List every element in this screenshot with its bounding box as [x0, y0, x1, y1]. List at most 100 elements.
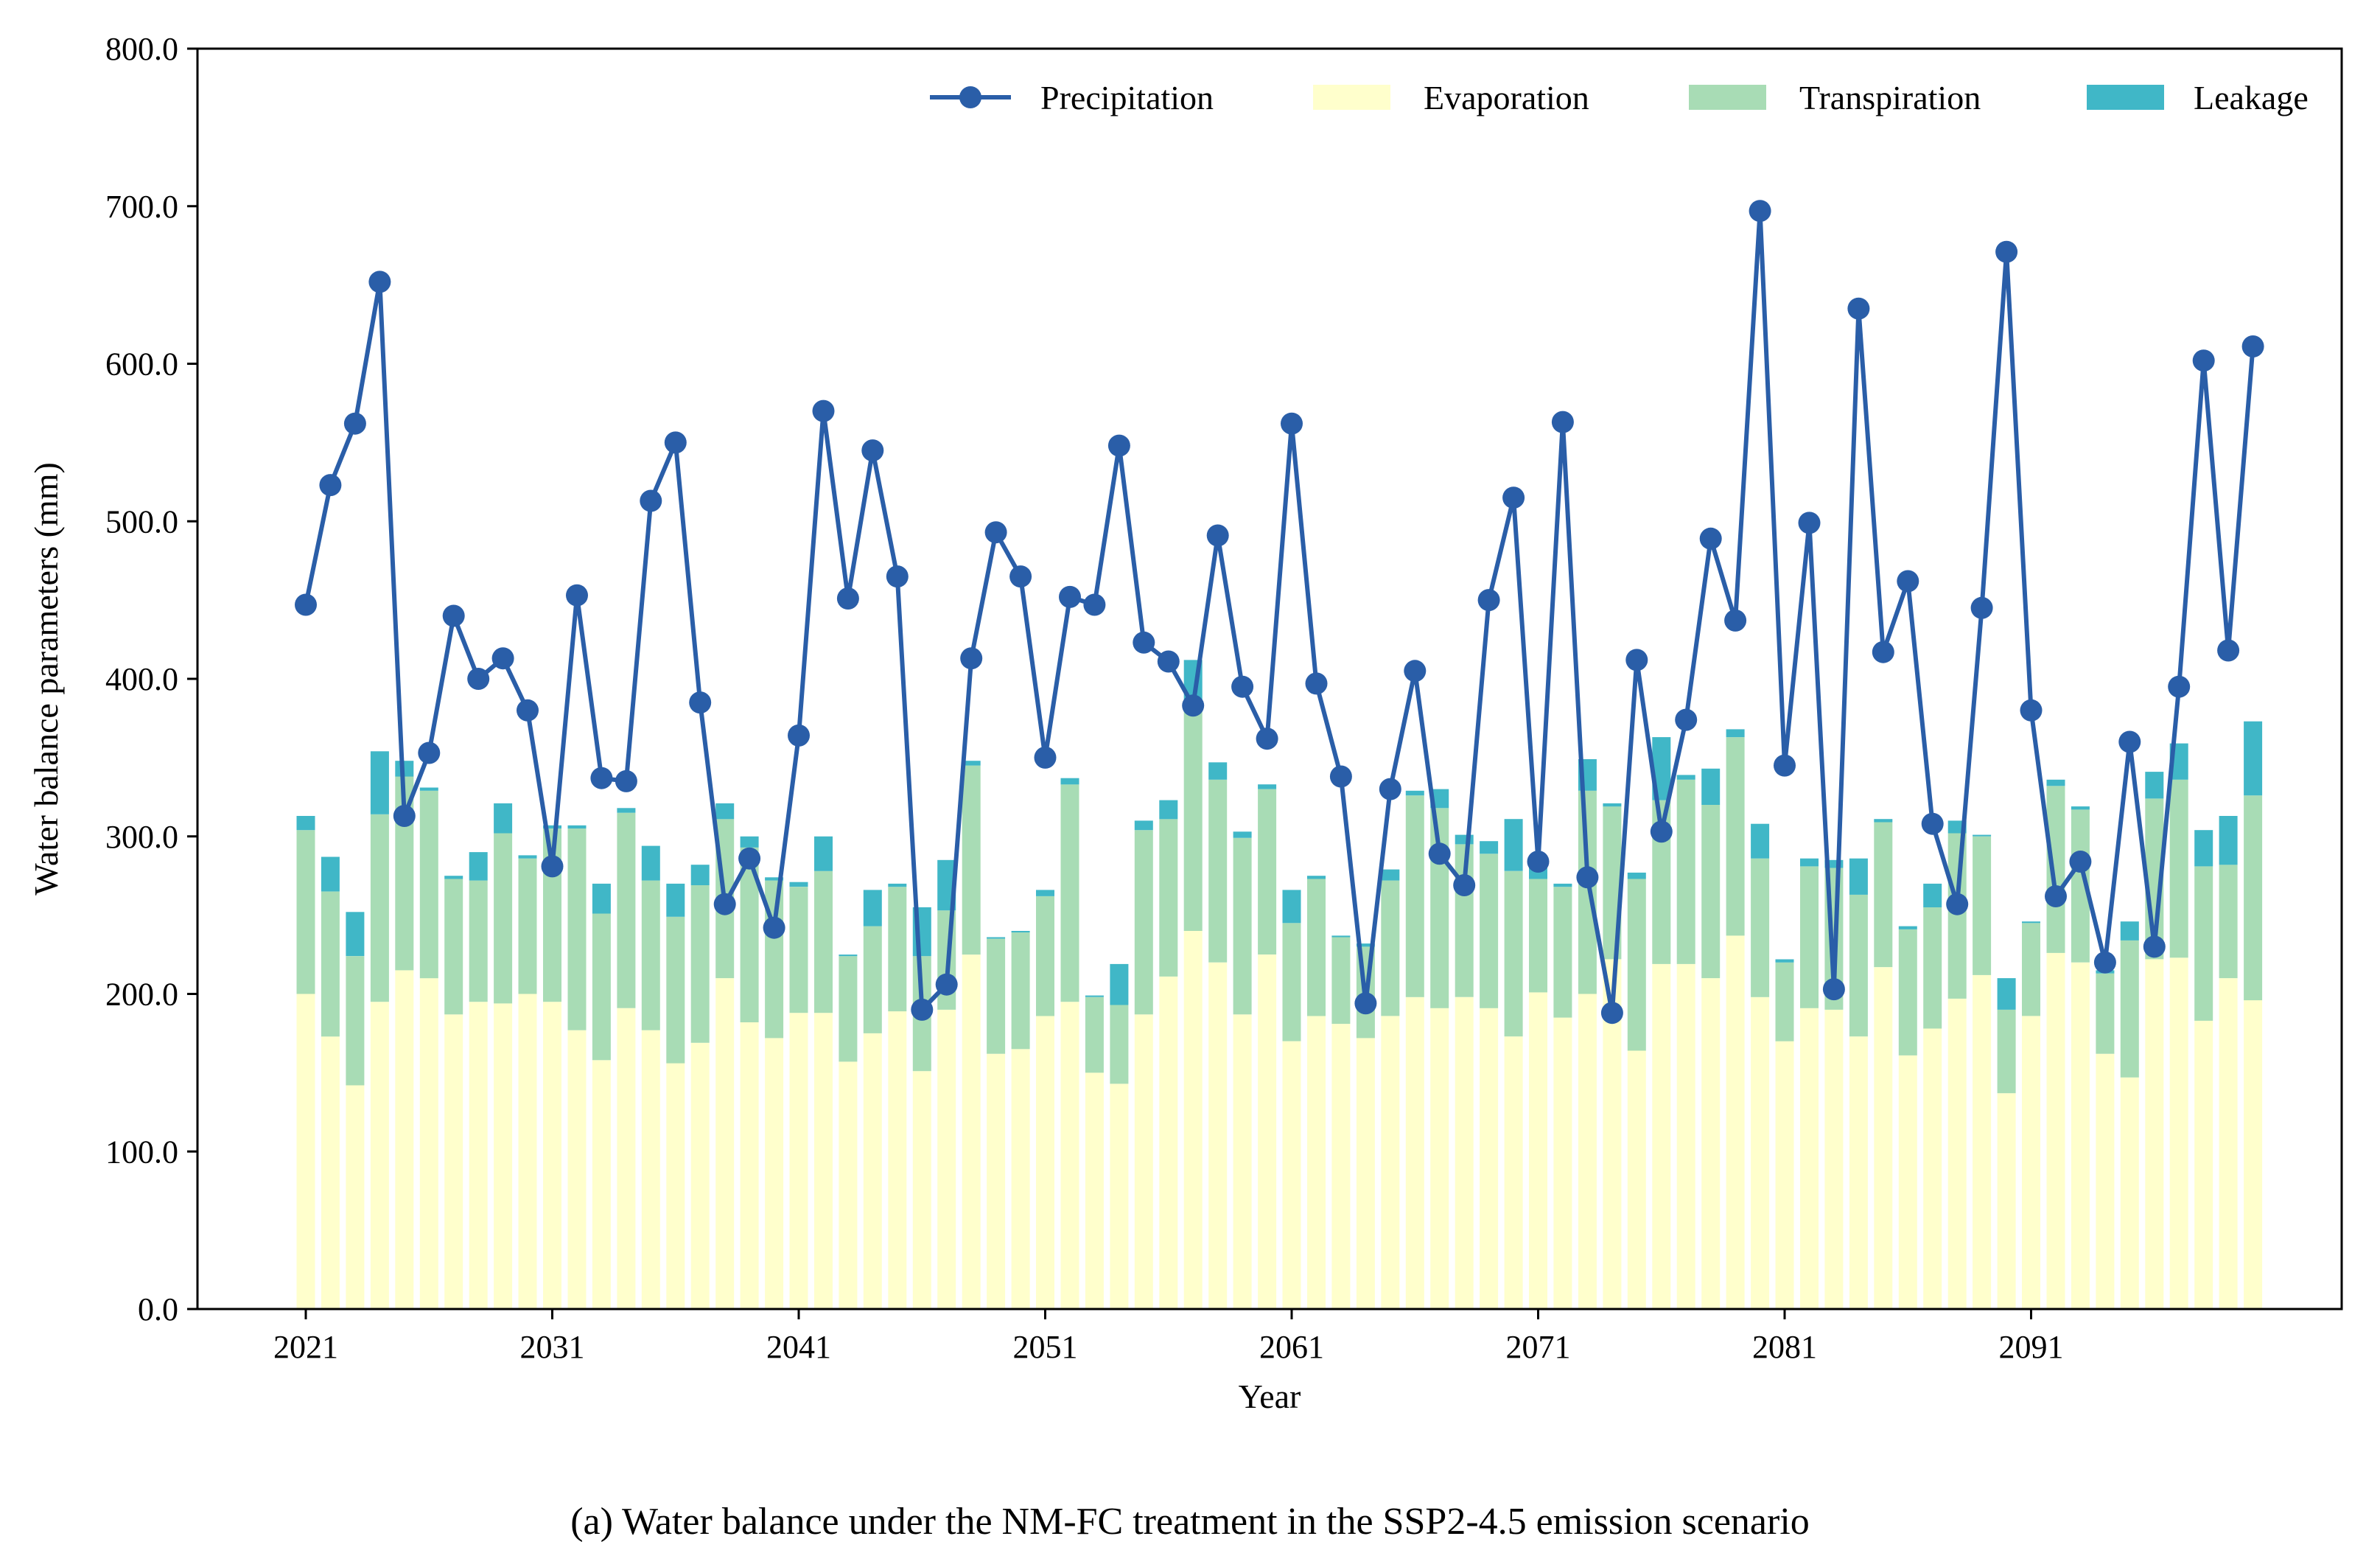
bar-transpiration-2035	[641, 880, 660, 1030]
precipitation-point-2064	[1354, 992, 1377, 1015]
bar-evaporation-2061	[1282, 1041, 1301, 1309]
precipitation-point-2024	[368, 271, 391, 293]
bar-evaporation-2073	[1578, 994, 1597, 1309]
bar-leakage-2077	[1676, 775, 1695, 780]
bar-leakage-2064	[1356, 943, 1375, 947]
precipitation-point-2092	[2045, 885, 2067, 907]
bar-leakage-2087	[1923, 883, 1942, 907]
bar-evaporation-2062	[1307, 1016, 1326, 1309]
precipitation-point-2038	[713, 893, 736, 915]
bar-evaporation-2024	[370, 1002, 389, 1309]
bar-transpiration-2098	[2194, 866, 2213, 1021]
precipitation-point-2063	[1329, 765, 1352, 788]
precipitation-point-2082	[1798, 512, 1821, 534]
x-tick-label: 2051	[1013, 1329, 1078, 1365]
bar-leakage-2061	[1282, 890, 1301, 924]
precipitation-point-2087	[1921, 812, 1944, 835]
precipitation-point-2081	[1774, 754, 1796, 777]
bar-evaporation-2040	[765, 1038, 784, 1309]
bar-evaporation-2085	[1874, 967, 1893, 1309]
precipitation-point-2022	[319, 474, 342, 497]
x-tick-label: 2071	[1506, 1329, 1571, 1365]
precipitation-point-2054	[1107, 434, 1130, 457]
bar-leakage-2037	[690, 865, 710, 885]
bar-evaporation-2048	[962, 954, 981, 1309]
bar-leakage-2023	[346, 912, 365, 957]
bar-leakage-2062	[1307, 876, 1326, 879]
bar-transpiration-2032	[567, 828, 587, 1030]
bar-evaporation-2067	[1430, 1008, 1449, 1309]
bar-evaporation-2083	[1824, 1009, 1844, 1309]
x-tick-label: 2091	[1999, 1329, 2064, 1365]
bar-evaporation-2091	[2022, 1016, 2040, 1309]
bar-transpiration-2097	[2169, 779, 2188, 958]
precipitation-point-2096	[2143, 935, 2166, 958]
precipitation-point-2069	[1477, 589, 1500, 612]
bar-evaporation-2097	[2169, 957, 2188, 1309]
bar-leakage-2080	[1751, 823, 1770, 859]
bar-evaporation-2037	[690, 1042, 710, 1309]
bar-evaporation-2028	[469, 1002, 488, 1309]
bar-transpiration-2043	[839, 956, 858, 1062]
bar-leakage-2040	[765, 877, 784, 881]
bar-transpiration-2077	[1676, 779, 1695, 964]
bar-transpiration-2030	[518, 858, 537, 994]
bar-leakage-2032	[567, 825, 587, 829]
y-tick-label: 300.0	[105, 819, 178, 855]
bar-transpiration-2073	[1578, 790, 1597, 994]
bar-leakage-2045	[888, 883, 907, 887]
precipitation-point-2075	[1625, 649, 1648, 671]
bar-evaporation-2094	[2096, 1053, 2115, 1309]
bar-evaporation-2082	[1800, 1008, 1819, 1309]
bar-transpiration-2050	[1011, 932, 1030, 1050]
bar-transpiration-2045	[888, 887, 907, 1012]
bar-leakage-2074	[1603, 803, 1622, 807]
bar-transpiration-2063	[1331, 937, 1351, 1025]
bar-transpiration-2082	[1800, 866, 1819, 1008]
bar-evaporation-2022	[321, 1036, 340, 1309]
bar-leakage-2090	[1997, 978, 2016, 1010]
precipitation-point-2058	[1206, 524, 1229, 547]
bar-transpiration-2091	[2022, 923, 2040, 1016]
bar-leakage-2042	[814, 836, 833, 871]
bar-evaporation-2034	[617, 1008, 636, 1309]
bar-leakage-2072	[1553, 883, 1572, 887]
bar-transpiration-2078	[1701, 805, 1721, 979]
bar-transpiration-2095	[2120, 940, 2139, 1078]
bar-evaporation-2044	[863, 1033, 882, 1309]
precipitation-point-2049	[984, 521, 1007, 544]
bar-transpiration-2090	[1997, 1009, 2016, 1094]
bar-transpiration-2044	[863, 926, 882, 1033]
bar-leakage-2036	[666, 883, 685, 917]
bar-leakage-2085	[1874, 819, 1893, 823]
bar-leakage-2078	[1701, 768, 1721, 805]
bar-evaporation-2087	[1923, 1028, 1942, 1309]
bar-transpiration-2084	[1849, 894, 1868, 1037]
y-tick-label: 500.0	[105, 503, 178, 540]
precipitation-point-2056	[1157, 650, 1180, 673]
bar-transpiration-2036	[666, 916, 685, 1064]
bar-evaporation-2050	[1011, 1049, 1030, 1309]
bar-leakage-2066	[1405, 790, 1424, 796]
bar-evaporation-2090	[1997, 1093, 2016, 1309]
bar-evaporation-2053	[1085, 1072, 1104, 1309]
bar-evaporation-2025	[395, 970, 414, 1309]
bar-transpiration-2033	[592, 913, 611, 1061]
bar-transpiration-2066	[1405, 795, 1424, 997]
y-axis-title: Water balance parameters (mm)	[27, 462, 65, 896]
legend-marker-precipitation	[959, 86, 981, 108]
precipitation-point-2083	[1822, 978, 1845, 1001]
bar-leakage-2086	[1898, 926, 1917, 929]
bar-evaporation-2075	[1627, 1050, 1646, 1309]
bar-evaporation-2069	[1480, 1008, 1499, 1309]
bar-transpiration-2048	[962, 765, 981, 955]
bar-transpiration-2042	[814, 870, 833, 1013]
figure-caption: (a) Water balance under the NM-FC treatm…	[570, 1501, 1810, 1543]
bar-transpiration-2069	[1480, 854, 1499, 1008]
bar-transpiration-2089	[1973, 836, 1992, 975]
precipitation-point-2045	[886, 565, 909, 588]
legend: Precipitation Evaporation Transpiration Lea…	[930, 79, 2309, 116]
precipitation-point-2040	[763, 916, 785, 939]
bar-leakage-2093	[2071, 806, 2090, 810]
bar-evaporation-2051	[1036, 1016, 1054, 1309]
